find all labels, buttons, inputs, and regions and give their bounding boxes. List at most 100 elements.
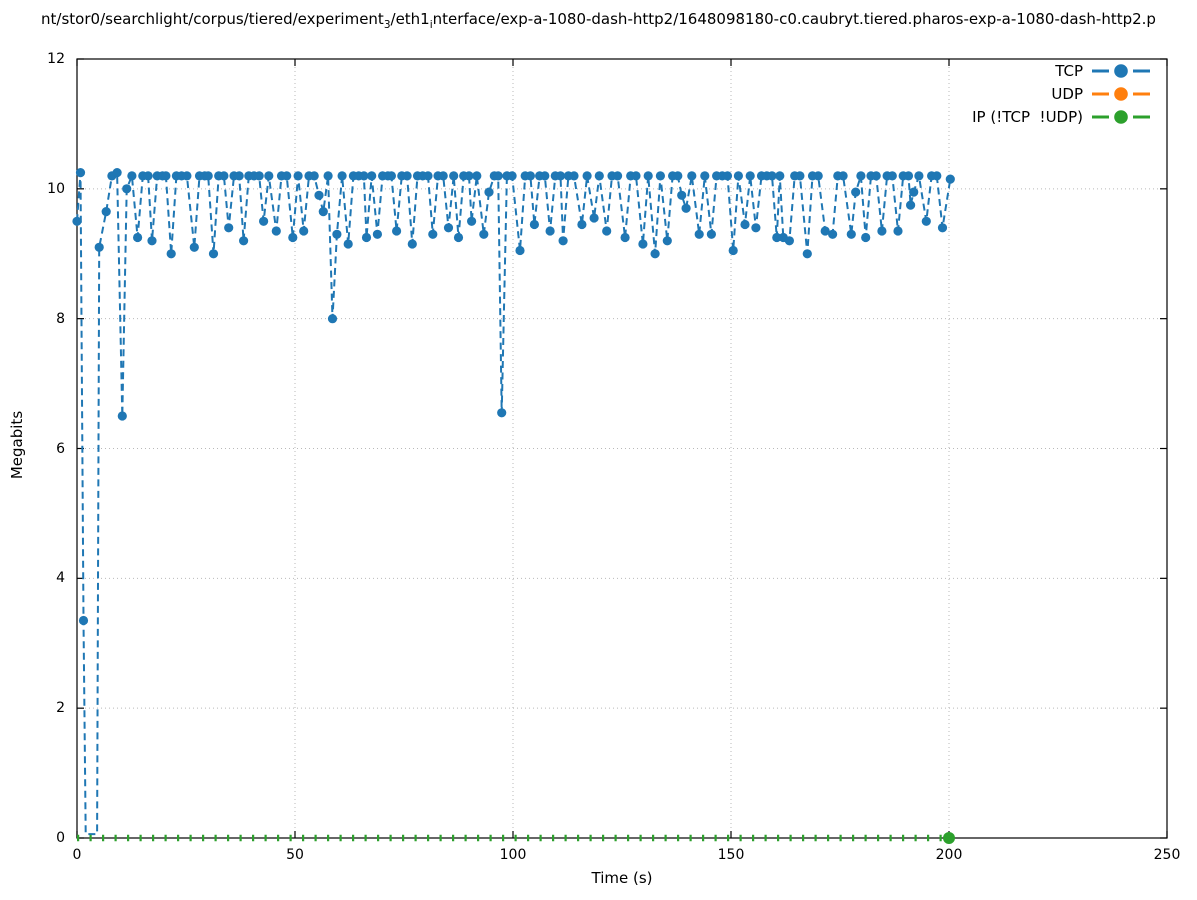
data-point-marker [937, 223, 948, 233]
legend-handle-tcp-icon [1092, 63, 1150, 78]
data-point-marker [540, 171, 550, 181]
data-point-marker [254, 171, 264, 181]
data-point-marker [906, 200, 916, 210]
data-point-marker [453, 232, 464, 243]
data-point-marker [515, 245, 525, 256]
x-tick-label: 50 [286, 847, 304, 863]
y-tick-label: 10 [47, 180, 65, 197]
data-point-marker [589, 213, 599, 223]
data-point-marker [914, 171, 924, 181]
data-point-marker [407, 239, 417, 249]
data-point-marker [631, 171, 641, 181]
legend-label: IP (!TCP !UDP) [972, 107, 1083, 126]
data-point-marker [133, 232, 143, 243]
plot-border [76, 58, 1168, 839]
data-point-marker [945, 174, 955, 184]
data-point-marker [75, 168, 86, 178]
data-point-marker [464, 171, 474, 181]
series-ip-tcp-udp- [77, 832, 955, 844]
y-tick-label: 2 [56, 700, 65, 717]
legend-item-ip-tcp-udp-: IP (!TCP !UDP) [972, 107, 1150, 126]
data-point-marker [728, 245, 738, 256]
x-axis-label: Time (s) [591, 869, 653, 887]
legend-handle-udp-icon [1092, 86, 1150, 101]
chart-title-subscript-3: 3 [383, 19, 391, 31]
data-point-marker [484, 187, 494, 197]
data-point-marker [694, 229, 704, 239]
data-point-marker [367, 171, 377, 181]
data-point-marker [620, 232, 630, 243]
data-point-marker [143, 171, 153, 181]
data-point-marker [856, 171, 866, 181]
data-point-marker [877, 226, 887, 236]
data-point-marker [259, 216, 269, 226]
data-point-marker [94, 242, 104, 252]
data-point-marker [219, 171, 229, 181]
legend-item-tcp: TCP [972, 61, 1150, 80]
data-point-marker [673, 171, 683, 181]
data-point-marker [706, 229, 717, 239]
data-point-marker [893, 226, 903, 236]
data-point-marker [722, 171, 733, 181]
data-point-marker [282, 171, 292, 181]
data-point-marker [497, 408, 507, 418]
data-point-marker [402, 171, 412, 181]
data-point-marker [438, 171, 448, 181]
data-point-marker [147, 236, 157, 246]
data-point-marker [638, 239, 648, 249]
data-point-marker [775, 171, 785, 181]
data-point-marker [372, 229, 382, 239]
data-point-marker [161, 171, 171, 181]
data-point-marker [423, 171, 433, 181]
data-point-marker [299, 226, 309, 236]
x-tick-label: 200 [935, 847, 963, 863]
x-tick-label: 100 [499, 847, 527, 863]
data-point-marker [467, 216, 477, 226]
data-point-marker [472, 171, 482, 181]
data-point-marker [558, 236, 568, 246]
data-point-marker [569, 171, 579, 181]
data-point-marker [127, 171, 137, 181]
chart-title-subscript-i: i [429, 19, 433, 31]
data-point-marker [582, 171, 592, 181]
data-point-marker [332, 229, 342, 239]
data-point-marker [78, 615, 89, 626]
data-point-marker [650, 249, 660, 259]
data-point-marker [386, 171, 396, 181]
data-point-marker [359, 171, 369, 181]
data-point-marker [166, 249, 176, 259]
data-point-marker [264, 171, 274, 181]
data-point-marker [529, 219, 540, 230]
legend-label: UDP [1051, 84, 1083, 103]
data-point-marker [887, 171, 897, 181]
data-point-marker [122, 184, 132, 194]
x-tick-label: 150 [717, 847, 745, 863]
chart-title-mid: /eth1 [390, 10, 430, 28]
data-point-marker [309, 171, 319, 181]
data-point-marker [909, 187, 919, 197]
data-point-marker [555, 171, 566, 181]
y-tick-label: 12 [47, 51, 65, 67]
series-tcp [72, 168, 955, 836]
data-point-marker [239, 236, 249, 246]
data-point-marker [288, 232, 298, 243]
legend-label: TCP [1055, 61, 1083, 80]
y-tick-label: 8 [56, 310, 65, 327]
data-point-marker [643, 171, 653, 181]
data-point-marker [203, 171, 213, 181]
data-point-marker [545, 226, 555, 236]
data-point-marker [846, 229, 856, 239]
data-point-marker [784, 236, 795, 246]
data-point-marker [293, 171, 303, 181]
data-point-marker [525, 171, 536, 181]
legend-item-udp: UDP [972, 84, 1150, 103]
data-point-marker [921, 216, 931, 226]
data-point-marker [101, 207, 111, 217]
data-point-marker [772, 232, 782, 243]
legend: TCP UDP IP (!TCP !UDP) [972, 61, 1150, 126]
data-point-marker [932, 171, 942, 181]
y-tick-label: 0 [56, 830, 65, 846]
data-point-marker [681, 203, 691, 213]
data-point-marker [687, 171, 697, 181]
